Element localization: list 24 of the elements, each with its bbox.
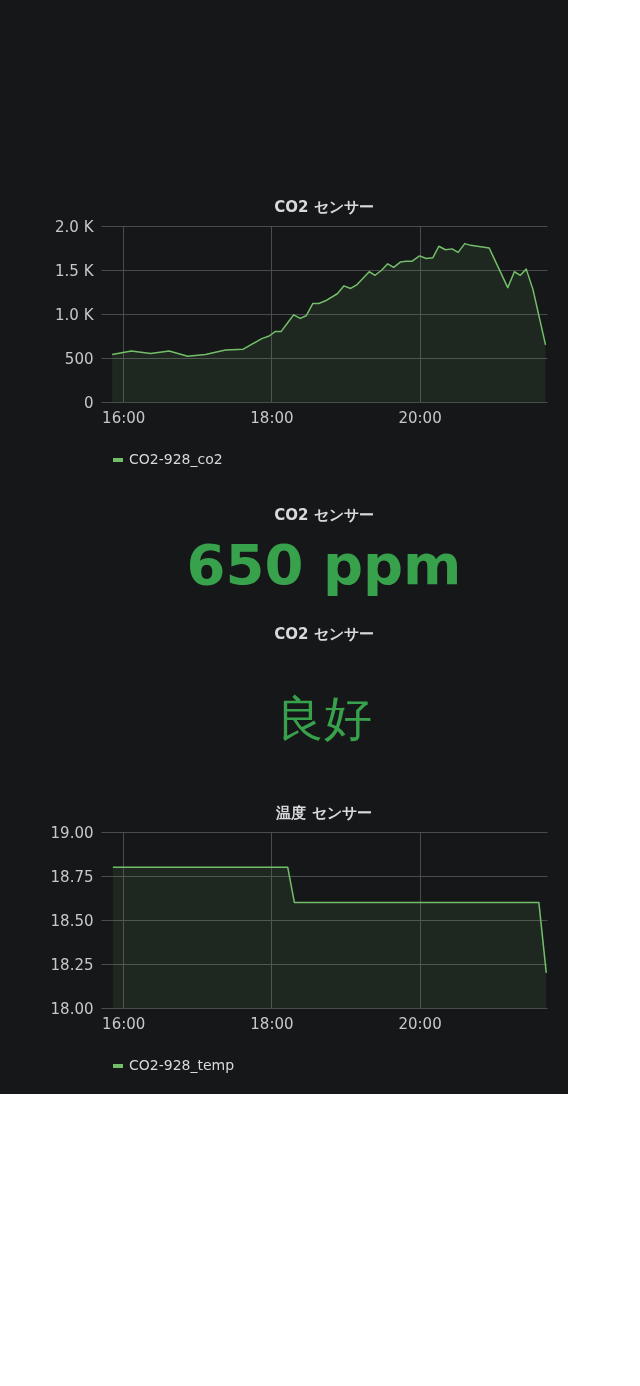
x-tick-label: 18:00 — [250, 408, 294, 427]
text: CO2 センサー — [274, 506, 374, 524]
chart-title: 温度 センサー — [275, 804, 372, 822]
y-tick-label: 18.00 — [50, 999, 94, 1018]
y-tick-label: 18.50 — [50, 911, 94, 930]
y-tick-label: 18.75 — [50, 867, 94, 886]
legend-label: CO2-928_temp — [129, 1057, 235, 1073]
y-tick-label: 500 — [64, 349, 94, 368]
y-tick-label: 19.00 — [50, 823, 94, 842]
y-tick-label: 2.0 K — [55, 217, 95, 236]
legend-label: CO2-928_co2 — [129, 451, 223, 467]
x-tick-label: 20:00 — [398, 1014, 442, 1033]
text: 650 ppm — [186, 532, 462, 597]
chart-title: CO2 センサー — [274, 198, 374, 216]
y-tick-label: 1.0 K — [55, 305, 95, 324]
x-tick-label: 18:00 — [250, 1014, 294, 1033]
y-tick-label: 1.5 K — [55, 261, 95, 280]
x-tick-label: 16:00 — [102, 1014, 146, 1033]
text: 良好 — [276, 690, 372, 746]
x-tick-label: 16:00 — [102, 408, 146, 427]
text: CO2 センサー — [274, 625, 374, 643]
y-tick-label: 18.25 — [50, 955, 94, 974]
y-tick-label: 0 — [83, 393, 94, 412]
x-tick-label: 20:00 — [398, 408, 442, 427]
